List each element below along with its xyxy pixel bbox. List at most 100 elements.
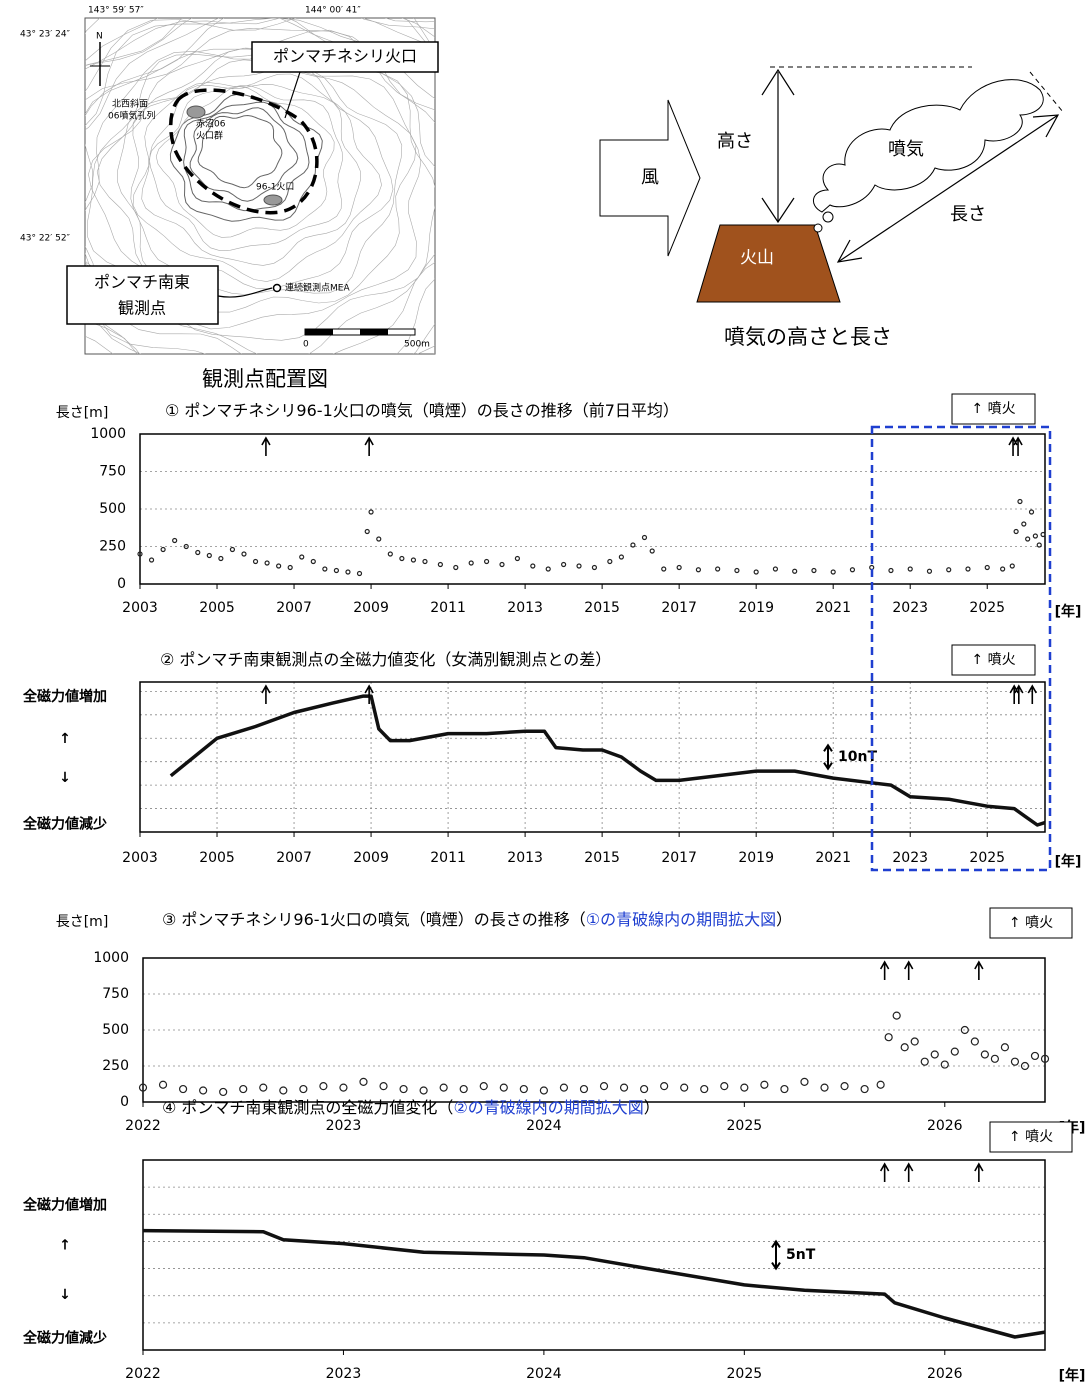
x-tick-label: 2026 bbox=[927, 1118, 963, 1134]
data-point bbox=[377, 537, 381, 541]
data-point bbox=[592, 566, 596, 570]
data-point bbox=[219, 557, 223, 561]
data-point bbox=[781, 1086, 788, 1093]
scale-bar bbox=[305, 329, 333, 335]
lon-label: 144° 00′ 41″ bbox=[305, 6, 361, 16]
data-point bbox=[877, 1081, 884, 1088]
legend-label: ↑ 噴火 bbox=[971, 652, 1015, 668]
data-point bbox=[230, 548, 234, 552]
x-tick-label: 2011 bbox=[430, 850, 466, 866]
legend-label: ↑ 噴火 bbox=[1009, 915, 1053, 931]
chart-title: ③ ポンマチネシリ96-1火口の噴気（噴煙）の長さの推移（①の青破線内の期間拡大… bbox=[162, 910, 792, 929]
map-caption: 観測点配置図 bbox=[202, 367, 328, 391]
map-label: 06噴気孔列 bbox=[108, 110, 155, 122]
data-point bbox=[1041, 533, 1045, 537]
legend-label: ↑ 噴火 bbox=[1009, 1129, 1053, 1145]
data-point bbox=[701, 1086, 708, 1093]
data-point bbox=[161, 548, 165, 552]
x-axis-unit: [年] bbox=[1059, 1367, 1086, 1384]
data-point bbox=[941, 1061, 948, 1068]
x-tick-label: 2023 bbox=[892, 600, 928, 616]
data-point bbox=[242, 552, 246, 556]
data-point bbox=[346, 570, 350, 574]
scale-bar bbox=[360, 329, 388, 335]
data-point bbox=[311, 560, 315, 564]
x-tick-label: 2021 bbox=[815, 600, 851, 616]
data-point bbox=[500, 563, 504, 567]
y-axis-label: 全磁力値増加 bbox=[22, 1197, 107, 1214]
data-point bbox=[173, 539, 177, 543]
map-label: 連続観測点MEA bbox=[285, 282, 350, 294]
y-tick-label: 250 bbox=[102, 1058, 129, 1074]
data-point bbox=[531, 564, 535, 568]
x-tick-label: 2022 bbox=[125, 1118, 161, 1134]
data-point bbox=[870, 566, 874, 570]
eruption-arrow bbox=[262, 686, 270, 704]
data-point bbox=[754, 570, 758, 574]
height-label: 高さ bbox=[717, 131, 753, 152]
y-axis-label: ↓ bbox=[59, 770, 71, 786]
data-point bbox=[985, 566, 989, 570]
data-point bbox=[1011, 1058, 1018, 1065]
data-point bbox=[981, 1051, 988, 1058]
data-point bbox=[927, 569, 931, 573]
data-point bbox=[966, 567, 970, 571]
chart-title-highlight: ②の青破線内の期間拡大図 bbox=[453, 1098, 643, 1117]
length-label: 長さ bbox=[950, 204, 986, 225]
data-point bbox=[400, 557, 404, 561]
data-point bbox=[515, 557, 519, 561]
data-point bbox=[300, 1086, 307, 1093]
charts: ① ポンマチネシリ96-1火口の噴気（噴煙）の長さの推移（前7日平均）長さ[m]… bbox=[22, 394, 1085, 1384]
x-axis-unit: [年] bbox=[1055, 603, 1082, 620]
eruption-arrow bbox=[1028, 686, 1036, 704]
data-point bbox=[1001, 1044, 1008, 1051]
data-point bbox=[901, 1044, 908, 1051]
data-point bbox=[861, 1086, 868, 1093]
data-point bbox=[741, 1084, 748, 1091]
eruption-arrow bbox=[905, 962, 913, 980]
data-point bbox=[801, 1078, 808, 1085]
data-point bbox=[260, 1084, 267, 1091]
x-tick-label: 2003 bbox=[122, 850, 158, 866]
x-tick-label: 2023 bbox=[326, 1118, 362, 1134]
data-point bbox=[1014, 530, 1018, 534]
data-point bbox=[150, 558, 154, 562]
data-point bbox=[971, 1038, 978, 1045]
data-point bbox=[400, 1086, 407, 1093]
data-point bbox=[562, 563, 566, 567]
y-axis-label: ↓ bbox=[59, 1287, 71, 1303]
scale-label: 0 bbox=[303, 340, 309, 350]
crater-pond bbox=[264, 195, 282, 205]
data-point bbox=[358, 572, 362, 576]
map-label: 96-1火口 bbox=[256, 182, 294, 193]
plot-frame bbox=[143, 1160, 1045, 1350]
x-tick-label: 2009 bbox=[353, 850, 389, 866]
x-tick-label: 2025 bbox=[727, 1366, 763, 1382]
data-point bbox=[520, 1086, 527, 1093]
data-point bbox=[288, 566, 292, 570]
chart: ④ ポンマチ南東観測点の全磁力値変化（②の青破線内の期間拡大図）[年]↑ 噴火5… bbox=[22, 1098, 1085, 1385]
data-point bbox=[761, 1081, 768, 1088]
data-point bbox=[608, 560, 612, 564]
eruption-arrow bbox=[905, 1164, 913, 1182]
data-point bbox=[220, 1088, 227, 1095]
wind-label: 風 bbox=[641, 167, 659, 188]
x-tick-label: 2017 bbox=[661, 600, 697, 616]
data-point bbox=[540, 1087, 547, 1094]
data-point bbox=[631, 543, 635, 547]
scale-bar-label: 5nT bbox=[786, 1247, 816, 1263]
data-point bbox=[1037, 543, 1041, 547]
x-tick-label: 2023 bbox=[326, 1366, 362, 1382]
legend-label: ↑ 噴火 bbox=[971, 401, 1015, 417]
data-point bbox=[265, 561, 269, 565]
data-point bbox=[388, 552, 392, 556]
y-axis-label: 全磁力値増加 bbox=[22, 688, 107, 705]
y-axis-label: ↑ bbox=[59, 1238, 71, 1254]
data-point bbox=[821, 1084, 828, 1091]
data-point bbox=[642, 536, 646, 540]
data-point bbox=[500, 1084, 507, 1091]
x-tick-label: 2011 bbox=[430, 600, 466, 616]
map-label: 火口群 bbox=[196, 130, 223, 142]
data-point bbox=[160, 1081, 167, 1088]
lon-label: 143° 59′ 57″ bbox=[88, 6, 144, 16]
